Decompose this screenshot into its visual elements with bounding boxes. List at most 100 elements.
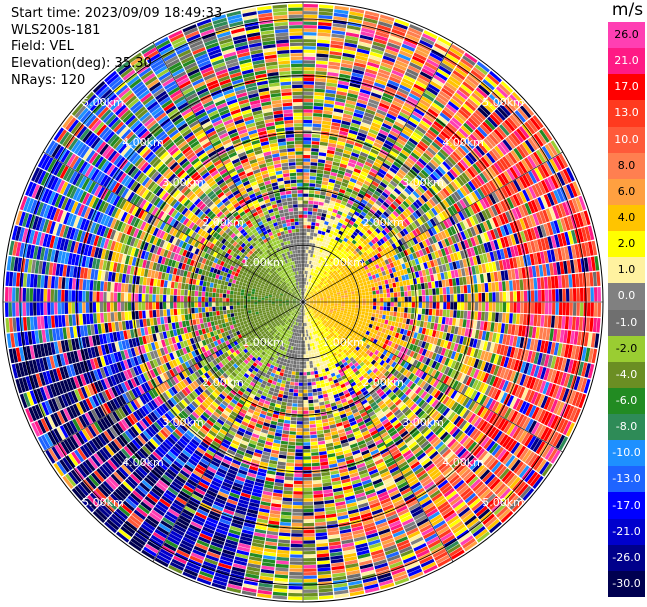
velocity-gate [303,347,306,351]
velocity-gate [570,259,575,274]
velocity-gate [381,191,389,199]
velocity-gate [352,148,361,155]
velocity-gate [312,215,317,219]
velocity-gate [333,282,337,286]
velocity-gate [334,183,341,189]
velocity-gate [367,272,372,277]
velocity-gate [432,156,442,166]
velocity-gate [439,295,443,302]
velocity-gate [547,176,556,191]
velocity-gate [364,10,380,18]
velocity-gate [317,284,321,288]
velocity-gate [509,302,514,313]
velocity-gate [428,288,433,296]
velocity-gate [479,321,485,331]
velocity-gate [357,245,363,251]
velocity-gate [312,392,318,396]
velocity-gate [540,315,545,327]
velocity-gate [373,221,380,228]
velocity-gate [362,270,367,275]
velocity-gate [362,183,370,190]
velocity-gate [339,188,346,194]
velocity-gate [312,116,322,121]
velocity-gate [355,299,359,302]
velocity-gate [424,246,431,254]
velocity-gate [305,343,308,348]
velocity-gate [483,242,489,253]
velocity-gate [328,65,340,70]
velocity-gate [556,262,561,275]
velocity-gate [369,208,376,215]
velocity-gate [314,277,317,281]
velocity-gate [304,288,306,292]
velocity-gate [533,339,539,352]
velocity-gate [506,117,518,130]
velocity-gate [306,267,309,271]
velocity-gate [313,303,317,305]
velocity-gate [307,294,311,297]
velocity-gate [490,240,496,251]
velocity-gate [319,294,323,297]
velocity-gate [552,157,562,171]
velocity-gate [470,178,480,189]
velocity-gate [596,318,601,333]
velocity-gate [306,329,308,334]
velocity-gate [488,133,499,145]
velocity-gate [335,97,346,103]
velocity-gate [563,330,568,344]
velocity-gate [402,280,407,286]
velocity-gate [495,292,500,302]
velocity-gate [318,588,333,593]
velocity-gate [423,276,428,283]
velocity-gate [360,275,365,280]
velocity-gate [547,276,552,289]
velocity-gate [376,219,382,225]
velocity-gate [347,245,352,250]
velocity-gate [324,103,334,108]
velocity-gate [404,160,413,169]
velocity-gate [319,454,328,459]
velocity-gate [365,322,370,327]
velocity-gate [435,330,440,338]
velocity-gate [345,103,356,109]
velocity-gate [455,277,460,286]
velocity-gate [541,302,545,315]
velocity-gate [305,296,308,300]
velocity-gate [307,253,311,257]
velocity-gate [547,142,558,156]
velocity-gate [438,280,443,288]
velocity-gate [318,11,333,16]
velocity-gate [374,317,379,322]
velocity-gate [404,218,411,226]
velocity-gate [519,255,525,267]
velocity-gate [453,178,462,189]
velocity-gate [408,273,413,280]
velocity-gate [439,287,443,295]
velocity-gate [543,237,550,250]
velocity-gate [354,211,360,217]
velocity-gate [328,58,341,63]
velocity-gate [381,96,393,103]
velocity-gate [368,287,372,292]
velocity-gate [490,322,495,332]
velocity-gate [311,272,315,276]
velocity-gate [327,207,334,212]
velocity-gate [502,212,509,224]
velocity-gate [393,307,398,312]
velocity-gate [544,178,553,192]
velocity-gate [427,282,432,289]
velocity-gate [431,141,441,151]
velocity-gate [311,462,320,467]
velocity-gate [543,340,549,354]
velocity-gate [382,220,389,227]
velocity-gate [527,201,536,214]
velocity-gate [324,288,328,291]
velocity-gate [553,342,560,356]
velocity-gate [318,241,323,246]
velocity-gate [491,192,500,203]
velocity-gate [549,328,554,341]
velocity-gate [379,14,395,22]
velocity-gate [342,197,349,203]
velocity-gate [307,214,312,219]
velocity-gate [447,156,457,166]
